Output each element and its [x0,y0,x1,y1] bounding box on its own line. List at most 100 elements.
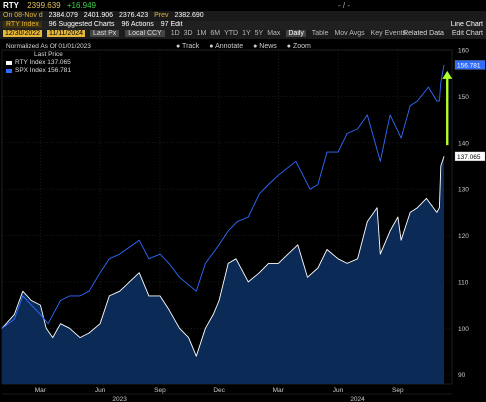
security-button[interactable]: RTY Index [3,21,42,28]
period-1d[interactable]: 1D [170,30,180,37]
data-point [79,295,81,297]
chart-legend: Normalized As Of 01/01/2023 Last Price R… [6,43,91,75]
tool-zoom[interactable]: ● Zoom [286,43,311,50]
last-value-label: 156.781 [457,62,481,69]
data-point [317,267,319,269]
chart-tools: ● Track ● Annotate ● News ● Zoom [176,43,321,50]
data-point [443,156,445,157]
data-point [248,281,249,283]
data-point [218,244,220,246]
data-point [79,337,81,338]
data-point [237,221,238,222]
data-point [259,272,260,273]
key-events-button[interactable]: Key Events [370,30,407,37]
data-point [138,272,140,273]
data-point [218,300,220,301]
data-point [295,161,297,162]
tool-track[interactable]: ● Track [176,43,200,50]
data-point [417,100,418,102]
tool-news[interactable]: ● News [253,43,277,50]
x-year-label: 2024 [350,396,365,402]
data-point [259,193,260,195]
range-bar: 12/30/2022 11/11/2024 Last Px Local CCY … [0,30,486,39]
table-button[interactable]: Table [311,30,329,37]
data-point [212,314,214,315]
legend-item[interactable]: RTY Index 137.065 [6,59,91,67]
frequency-select[interactable]: Daily [286,30,306,37]
last-price: 2399.639 [27,1,61,10]
last-value-tag [454,60,486,70]
y-tick-label: 110 [458,279,469,286]
period-3d[interactable]: 3D [183,30,193,37]
data-point [188,337,189,338]
data-point [417,207,418,209]
data-point [60,323,61,324]
data-point [60,300,61,301]
data-point [47,323,49,324]
period-ytd[interactable]: YTD [224,30,239,37]
legend-item[interactable]: SPX Index 156.781 [6,67,91,75]
y-tick-label: 130 [458,187,469,194]
x-tick-label: Jun [95,387,106,394]
last-value-label: 137.065 [457,154,481,161]
period-5y[interactable]: 5Y [254,30,264,37]
data-point [138,239,140,241]
mov-avgs-button[interactable]: Mov Avgs [334,30,365,37]
currency-select[interactable]: Local CCY [125,30,165,37]
legend-swatch [6,61,12,65]
data-point [108,295,110,297]
data-point [439,100,440,102]
edit-chart-button[interactable]: Edit Chart [451,30,483,37]
chart-canvas[interactable]: 90 100 110 120 130 140 150 160 Mar Jun Sep Dec Mar Ju… [0,40,486,402]
data-point [227,230,229,232]
data-point [196,290,197,292]
y-tick-label: 160 [458,48,469,55]
data-point [346,263,348,264]
data-point [179,277,180,278]
period-1m[interactable]: 1M [196,30,207,37]
chart-title: Normalized As Of 01/01/2023 [6,43,91,50]
symbol-label[interactable]: RTY [3,1,19,10]
data-point [1,328,3,329]
data-point [99,323,101,324]
data-point [443,64,445,66]
data-point [52,337,53,338]
x-tick-label: Jun [333,387,344,394]
series-line-0 [1,156,445,357]
data-point [168,309,170,311]
legend-swatch [6,69,12,73]
open-value: 2384.079 [48,12,78,19]
data-point [205,328,206,329]
suggested-charts-menu[interactable]: 96 Suggested Charts [48,21,115,28]
data-point [436,212,438,213]
y-tick-label: 100 [458,326,469,333]
data-point [205,263,206,264]
period-1y[interactable]: 1Y [242,30,251,37]
data-point [40,304,41,306]
data-point [367,114,368,116]
data-point [380,253,381,255]
period-max[interactable]: Max [267,30,281,37]
edit-menu[interactable]: 97 Edit [160,21,183,28]
actions-menu[interactable]: 96 Actions [121,21,154,28]
tool-annotate[interactable]: ● Annotate [209,43,244,50]
data-point [99,272,101,273]
related-data-button[interactable]: Related Data [403,30,444,37]
y-tick-label: 140 [458,140,469,147]
prev-value: 2382.690 [174,12,204,19]
data-point [277,263,279,264]
price-field-select[interactable]: Last Px [89,30,120,37]
data-point [326,151,328,153]
data-point [108,258,110,260]
data-point [346,133,348,134]
data-point [179,328,180,329]
period-6m[interactable]: 6M [210,30,221,37]
annotation-arrow-head [442,70,453,79]
data-point [69,328,70,329]
end-date-input[interactable]: 11/11/2024 [47,30,85,37]
data-point [380,161,381,162]
x-tick-label: Mar [35,387,47,394]
start-date-input[interactable]: 12/30/2022 [3,30,43,37]
data-point [14,318,15,320]
data-point [337,258,339,260]
